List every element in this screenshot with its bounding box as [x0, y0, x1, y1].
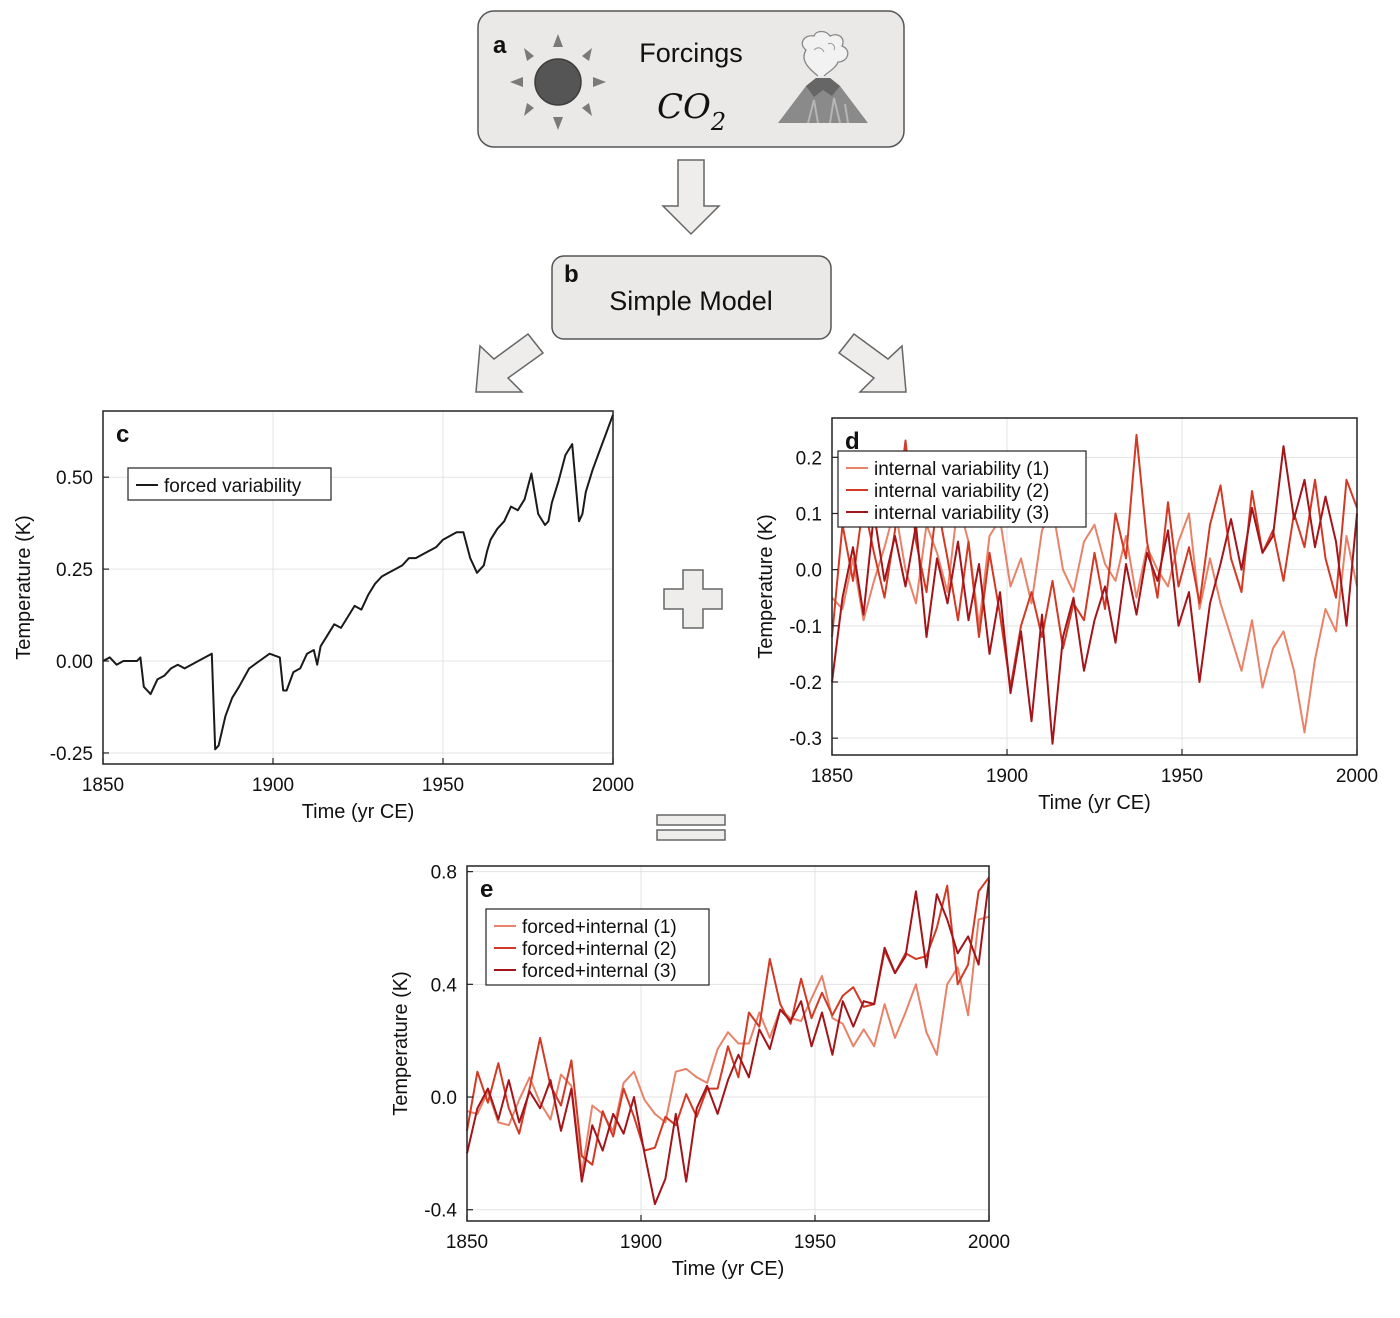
legend-label: forced variability	[164, 476, 302, 497]
arrow-right-down-icon	[837, 332, 907, 393]
x-tick-label: 1950	[794, 1232, 836, 1253]
chart-e: 1850 1900 1950 2000 -0.4 0.0 0.4 0.8 Time (yr CE…	[390, 863, 1010, 1280]
y-tick-label: 0.00	[56, 652, 93, 673]
y-axis-label: Temperature (K)	[390, 971, 412, 1116]
co2-label: CO2	[657, 87, 726, 136]
x-tick-label: 1900	[620, 1232, 662, 1253]
panel-letter-a: a	[493, 32, 507, 59]
legend-label: forced+internal (3)	[522, 961, 677, 982]
sun-icon	[510, 34, 606, 130]
legend-box	[485, 908, 710, 986]
series-line-d-1	[831, 501, 1358, 734]
x-tick-label: 1950	[422, 775, 464, 796]
y-tick-label: -0.4	[424, 1201, 457, 1222]
y-tick-label: 0.1	[796, 504, 822, 525]
chart-d: 1850 1900 1950 2000 -0.3 -0.2 -0.1 0.0 0.1 0.2 Tim…	[755, 417, 1378, 814]
y-tick-label: 0.0	[796, 561, 822, 582]
legend-label: forced+internal (2)	[522, 939, 677, 960]
chart-c: 1850 1900 1950 2000 -0.25 0.00 0.25 0.50 Time (y…	[13, 410, 634, 823]
y-tick-label: 0.4	[431, 975, 458, 996]
co2-subscript: 2	[710, 108, 726, 136]
equals-icon	[656, 814, 726, 841]
x-axis-label: Time (yr CE)	[1038, 792, 1151, 814]
y-tick-label: 0.2	[796, 448, 822, 469]
arrow-left-down-icon	[475, 332, 545, 393]
x-tick-label: 1900	[986, 766, 1028, 787]
y-tick-label: 0.25	[56, 560, 93, 581]
forcings-box: a Forcings CO2	[477, 10, 905, 148]
series-line-c-1	[102, 414, 614, 751]
forcings-title: Forcings	[639, 38, 743, 68]
x-tick-label: 2000	[1336, 766, 1378, 787]
y-tick-label: -0.3	[789, 729, 822, 750]
y-axis-label: Temperature (K)	[13, 515, 35, 660]
y-axis-label: Temperature (K)	[755, 514, 777, 659]
co2-main: CO	[657, 87, 711, 127]
y-tick-label: -0.1	[789, 617, 822, 638]
y-tick-label: 0.8	[431, 863, 457, 884]
x-tick-label: 2000	[592, 775, 634, 796]
x-tick-label: 1950	[1161, 766, 1203, 787]
plot-frame	[831, 417, 1358, 756]
panel-letter-e: e	[480, 876, 493, 903]
series-line-d-3	[831, 445, 1358, 745]
x-axis-label: Time (yr CE)	[302, 801, 415, 823]
x-axis-label: Time (yr CE)	[672, 1258, 785, 1280]
panel-letter-b: b	[564, 261, 579, 288]
x-tick-label: 2000	[968, 1232, 1010, 1253]
panel-letter-d: d	[845, 428, 860, 455]
legend-label: internal variability (1)	[874, 459, 1049, 480]
series-line-e-3	[466, 879, 990, 1206]
plot-frame	[466, 865, 990, 1222]
legend-label: forced+internal (1)	[522, 917, 677, 938]
simple-model-title: Simple Model	[609, 286, 773, 316]
plot-frame	[102, 410, 614, 765]
x-tick-label: 1900	[252, 775, 294, 796]
legend-box	[127, 467, 332, 501]
simple-model-box: b Simple Model	[551, 255, 832, 340]
arrow-down-icon	[661, 159, 721, 236]
legend-label: internal variability (2)	[874, 481, 1049, 502]
y-tick-label: -0.2	[789, 673, 822, 694]
plus-icon	[663, 569, 723, 629]
legend-box	[837, 450, 1087, 528]
x-tick-label: 1850	[811, 766, 853, 787]
y-tick-label: -0.25	[50, 744, 93, 765]
legend-label: internal variability (3)	[874, 503, 1049, 524]
y-tick-label: 0.0	[431, 1088, 457, 1109]
series-line-e-1	[466, 915, 990, 1175]
simple-model-box-frame	[551, 255, 832, 340]
x-tick-label: 1850	[82, 775, 124, 796]
x-tick-label: 1850	[446, 1232, 488, 1253]
panel-letter-c: c	[116, 421, 129, 448]
y-tick-label: 0.50	[56, 468, 93, 489]
volcano-icon	[778, 30, 868, 124]
